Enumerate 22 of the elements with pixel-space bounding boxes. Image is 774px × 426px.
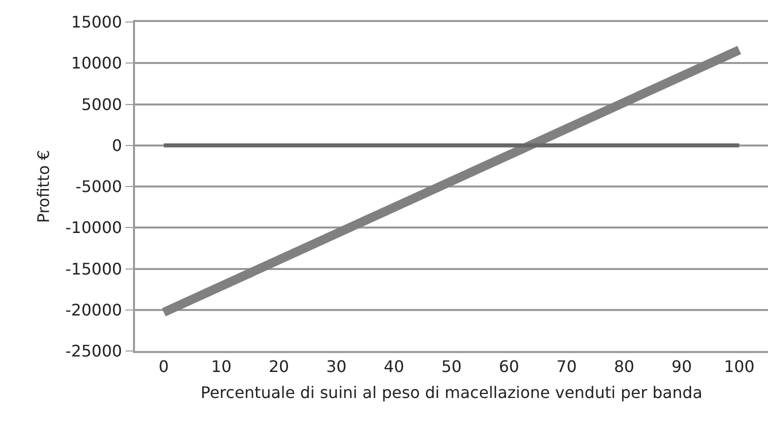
- y-axis-title: Profitto €: [34, 150, 53, 224]
- y-tick-label: 10000: [71, 54, 122, 73]
- x-tick-label: 90: [672, 356, 692, 376]
- y-tick-label: -15000: [65, 259, 122, 278]
- x-tick-label: 80: [614, 356, 634, 376]
- y-tick-label: 5000: [81, 94, 122, 114]
- y-tick-label: -20000: [65, 300, 122, 320]
- x-tick-label: 0: [158, 356, 169, 376]
- x-tick-label: 40: [384, 356, 404, 376]
- x-tick-label: 70: [556, 356, 577, 376]
- y-tick-label: 0: [112, 136, 122, 155]
- x-tick-label: 50: [441, 356, 462, 376]
- x-tick-label: 60: [498, 356, 520, 376]
- x-axis-title: Percentuale di suini al peso di macellazione venduti per banda: [200, 383, 702, 402]
- x-tick-label: 100: [724, 356, 755, 376]
- y-tick-label: 15000: [71, 12, 122, 32]
- x-tick-label: 20: [268, 356, 290, 376]
- x-tick-label: 30: [326, 356, 347, 376]
- y-tick-label: -25000: [65, 342, 122, 361]
- x-tick-label: 10: [211, 356, 232, 376]
- y-tick-label: -5000: [76, 177, 122, 196]
- y-tick-label: -10000: [65, 218, 122, 238]
